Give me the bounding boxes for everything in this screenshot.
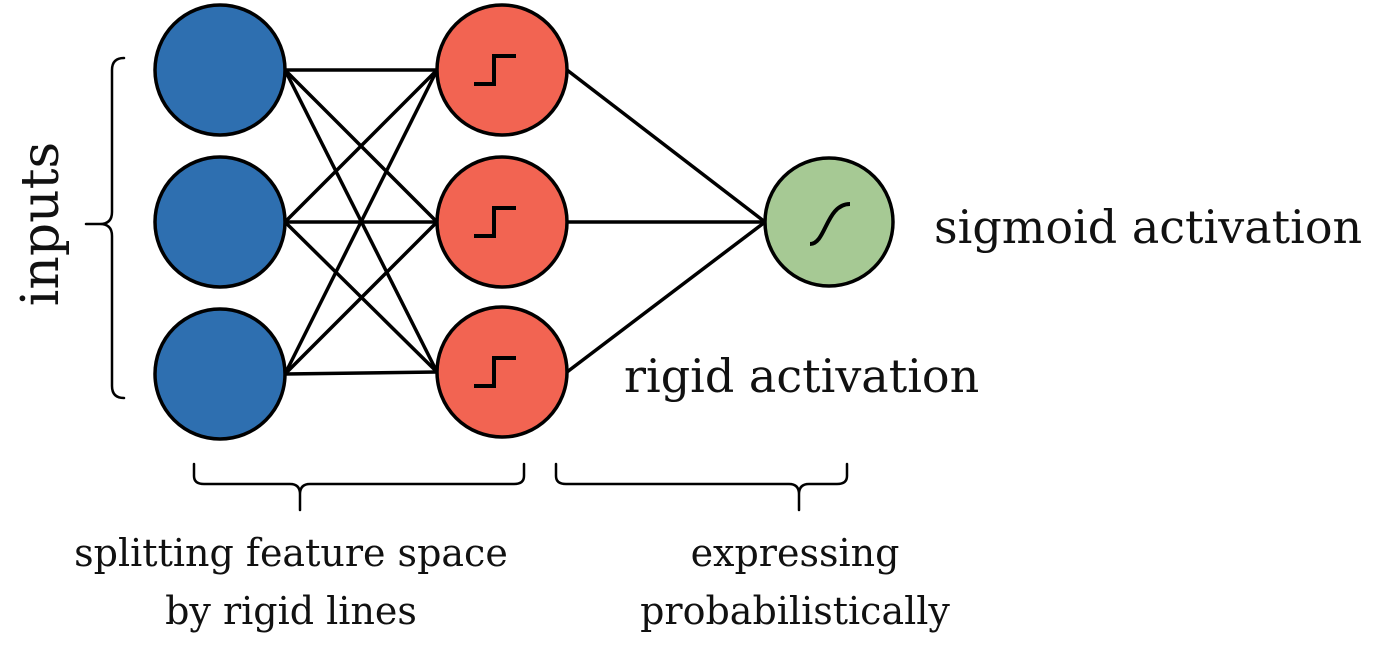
edge-in3-h1: [283, 69, 439, 375]
rigid-activation-label: rigid activation: [624, 349, 979, 403]
step-function-icon: [474, 54, 516, 86]
inputs-brace: [84, 56, 126, 400]
hidden-brace-caption-line1: splitting feature space: [74, 531, 508, 575]
edge-h1-out: [565, 68, 767, 224]
input-node: [153, 155, 287, 289]
output-brace-caption-line2: probabilistically: [640, 589, 950, 633]
output-layer: [763, 156, 895, 288]
edge-h3-out: [565, 220, 767, 374]
input-node: [153, 3, 287, 137]
hidden-brace-caption-line2: by rigid lines: [165, 589, 417, 633]
step-function-icon: [474, 206, 516, 238]
hidden-output-edges: [565, 68, 767, 374]
step-function-icon: [474, 356, 516, 388]
hidden-node: [435, 155, 569, 289]
input-node: [153, 307, 287, 441]
input-layer: [153, 3, 287, 441]
edge-in3-h3: [284, 370, 438, 376]
hidden-layer-brace: [192, 462, 526, 512]
edge-in2-h1: [283, 68, 439, 224]
hidden-layer: [435, 3, 569, 439]
output-brace-caption-line1: expressing: [691, 531, 900, 575]
output-layer-brace: [554, 462, 849, 512]
inputs-label: inputs: [11, 142, 71, 306]
sigmoid-function-icon: [809, 202, 851, 246]
input-hidden-edges: [283, 68, 439, 376]
hidden-node: [435, 3, 569, 137]
hidden-node: [435, 305, 569, 439]
sigmoid-activation-label: sigmoid activation: [934, 200, 1362, 254]
edge-in3-h2: [283, 220, 439, 376]
